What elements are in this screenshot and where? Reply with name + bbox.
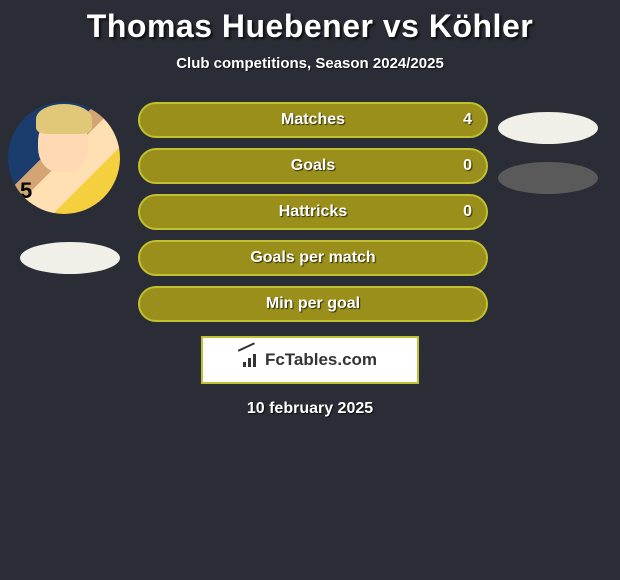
stat-label: Matches [281, 111, 345, 129]
stat-rows: Matches 4 Goals 0 Hattricks 0 Goals per … [138, 102, 488, 322]
stat-label: Min per goal [266, 295, 360, 313]
stat-label: Goals [291, 157, 335, 175]
chart-icon [243, 353, 261, 367]
stats-area: 5 Matches 4 Goals 0 Hattricks 0 Goals pe… [0, 102, 620, 322]
ellipse-left [20, 242, 120, 274]
stat-row-hattricks: Hattricks 0 [138, 194, 488, 230]
ellipse-right-bottom [498, 162, 598, 194]
player-left-number: 5 [20, 178, 32, 204]
player-left-avatar: 5 [8, 102, 120, 214]
brand-text: FcTables.com [265, 350, 377, 370]
stat-row-mpg: Min per goal [138, 286, 488, 322]
stat-row-goals: Goals 0 [138, 148, 488, 184]
stat-right-value: 0 [463, 203, 472, 221]
stat-label: Hattricks [279, 203, 347, 221]
stat-label: Goals per match [250, 249, 375, 267]
page-subtitle: Club competitions, Season 2024/2025 [0, 55, 620, 72]
stat-row-matches: Matches 4 [138, 102, 488, 138]
stat-row-gpm: Goals per match [138, 240, 488, 276]
stat-right-value: 4 [463, 111, 472, 129]
date-line: 10 february 2025 [0, 400, 620, 418]
brand-badge: FcTables.com [201, 336, 419, 384]
page-title: Thomas Huebener vs Köhler [0, 0, 620, 45]
ellipse-right-top [498, 112, 598, 144]
stat-right-value: 0 [463, 157, 472, 175]
